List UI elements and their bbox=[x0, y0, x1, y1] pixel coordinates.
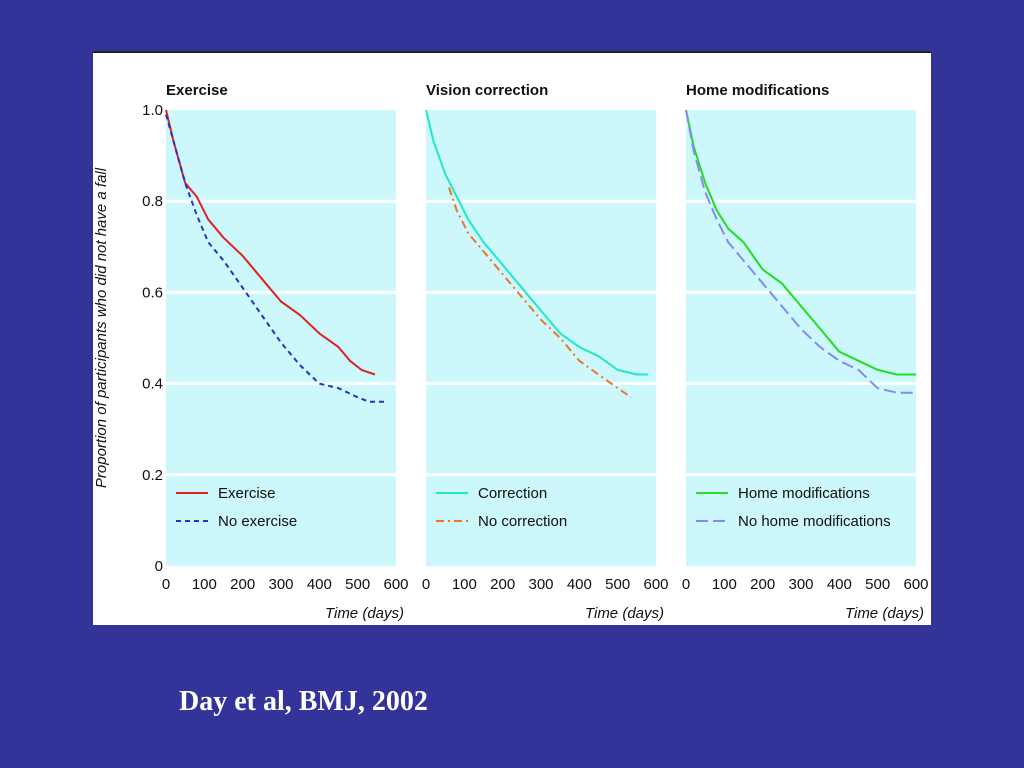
x-tick-label: 100 bbox=[712, 576, 737, 593]
x-tick-label: 300 bbox=[788, 576, 813, 593]
series-line bbox=[685, 109, 916, 394]
x-tick-label: 0 bbox=[422, 576, 430, 593]
y-tick-label: 0.4 bbox=[142, 376, 163, 393]
x-tick-label: 600 bbox=[903, 576, 928, 593]
x-tick-label: 500 bbox=[605, 576, 630, 593]
x-tick-label: 100 bbox=[452, 576, 477, 593]
y-tick-label: 0 bbox=[155, 558, 163, 575]
series-line bbox=[165, 114, 385, 403]
chart-figure: Exercise 0 100 200 300 400 500 600 0 0.2 0.4 0.6 0.8… bbox=[93, 51, 931, 625]
panel-title: Exercise bbox=[166, 82, 228, 99]
x-tick-label: 500 bbox=[865, 576, 890, 593]
plot-area bbox=[686, 110, 916, 566]
x-tick-label: 600 bbox=[643, 576, 668, 593]
legend-label: No home modifications bbox=[738, 513, 891, 530]
plot-area bbox=[426, 110, 656, 566]
x-tick-label: 0 bbox=[682, 576, 690, 593]
series-line bbox=[685, 109, 916, 376]
legend-label: Correction bbox=[478, 485, 547, 502]
y-tick-label: 1.0 bbox=[142, 102, 163, 119]
panel-title: Home modifications bbox=[686, 82, 829, 99]
legend-label: No exercise bbox=[218, 513, 297, 530]
x-tick-label: 200 bbox=[230, 576, 255, 593]
plot-area bbox=[166, 110, 396, 566]
x-tick-label: 300 bbox=[268, 576, 293, 593]
series-line bbox=[425, 109, 649, 376]
citation-text: Day et al, BMJ, 2002 bbox=[179, 686, 428, 717]
x-tick-label: 300 bbox=[528, 576, 553, 593]
y-axis-label: Proportion of participants who did not h… bbox=[93, 167, 110, 488]
legend-label: Exercise bbox=[218, 485, 276, 502]
series-line bbox=[448, 187, 632, 399]
x-axis-label: Time (days) bbox=[585, 605, 664, 622]
legend-label: No correction bbox=[478, 513, 567, 530]
y-tick-label: 0.6 bbox=[142, 284, 163, 301]
panel-title: Vision correction bbox=[426, 82, 548, 99]
x-tick-label: 500 bbox=[345, 576, 370, 593]
x-tick-label: 200 bbox=[750, 576, 775, 593]
x-tick-label: 0 bbox=[162, 576, 170, 593]
legend-label: Home modifications bbox=[738, 485, 870, 502]
chart-svg: Exercise 0 100 200 300 400 500 600 0 0.2 0.4 0.6 0.8… bbox=[93, 82, 929, 622]
x-tick-label: 100 bbox=[192, 576, 217, 593]
x-tick-label: 400 bbox=[827, 576, 852, 593]
x-tick-label: 200 bbox=[490, 576, 515, 593]
y-tick-label: 0.2 bbox=[142, 467, 163, 484]
x-tick-label: 400 bbox=[307, 576, 332, 593]
x-tick-label: 400 bbox=[567, 576, 592, 593]
x-tick-label: 600 bbox=[383, 576, 408, 593]
y-tick-label: 0.8 bbox=[142, 193, 163, 210]
x-axis-label: Time (days) bbox=[325, 605, 404, 622]
series-line bbox=[165, 109, 376, 376]
x-axis-label: Time (days) bbox=[845, 605, 924, 622]
